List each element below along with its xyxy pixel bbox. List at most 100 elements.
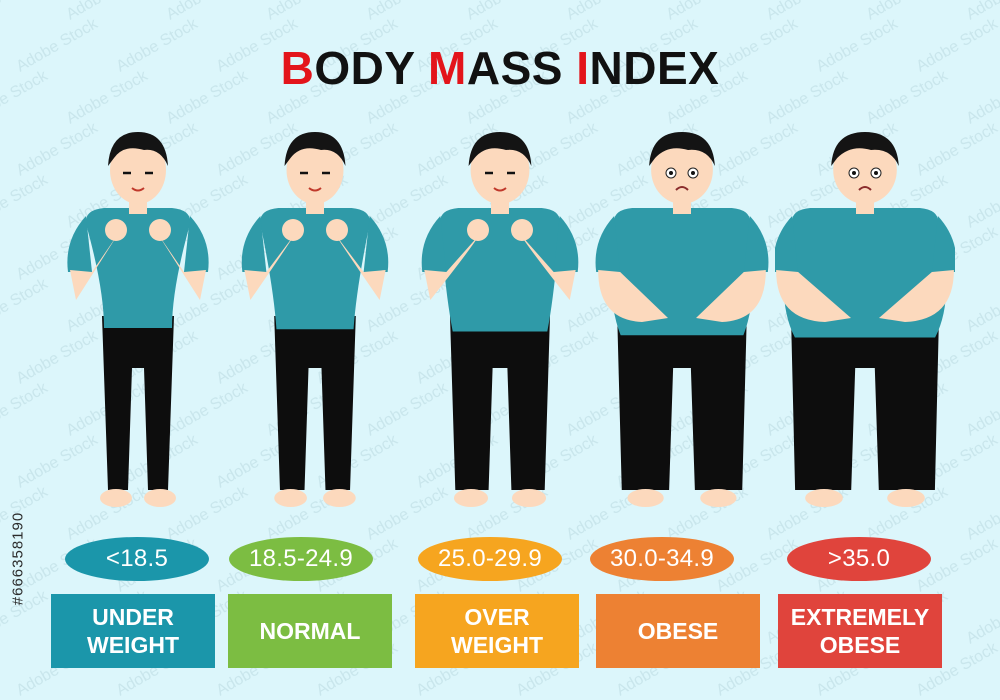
left-pupil — [852, 171, 856, 175]
mouth — [675, 186, 689, 191]
head — [286, 136, 344, 204]
right-fist — [149, 219, 171, 241]
left-foot — [627, 489, 664, 507]
mouth — [493, 187, 507, 192]
left-arm — [70, 234, 118, 300]
obese-figure — [592, 118, 772, 520]
hair — [108, 132, 168, 166]
hair — [468, 132, 532, 166]
bmi-range-obese: 30.0-34.9 — [590, 537, 734, 581]
shirt — [85, 208, 191, 328]
head — [110, 136, 166, 204]
right-arm — [520, 234, 576, 300]
title-text: ODY — [314, 42, 429, 94]
title-text: NDEX — [589, 42, 720, 94]
body — [595, 132, 769, 507]
left-pupil — [669, 171, 673, 175]
right-arm — [879, 270, 954, 322]
pants — [617, 316, 747, 490]
watermark-text: Adobe Stock — [964, 379, 1000, 440]
overweight-figure — [410, 118, 590, 520]
right-foot — [323, 489, 356, 507]
stock-id: #666358190 — [8, 460, 28, 660]
left-sleeve — [421, 216, 447, 272]
watermark-text: Adobe Stock — [964, 483, 1000, 544]
watermark-text: Adobe Stock — [764, 0, 852, 23]
watermark-text: Adobe Stock — [664, 0, 752, 23]
left-sleeve — [241, 216, 267, 272]
left-arm — [244, 234, 295, 300]
left-foot — [100, 489, 132, 507]
right-fist — [511, 219, 533, 241]
right-foot — [887, 489, 925, 507]
left-fist — [282, 219, 304, 241]
mouth — [308, 187, 322, 192]
head — [651, 136, 713, 204]
hair — [831, 132, 899, 166]
bmi-range-extremely-obese: >35.0 — [787, 537, 931, 581]
left-sleeve — [67, 216, 92, 272]
underweight-figure — [48, 118, 228, 520]
right-sleeve — [931, 216, 955, 272]
left-arm — [424, 234, 480, 300]
left-foot — [805, 489, 843, 507]
right-sleeve — [743, 216, 769, 272]
right-arm — [335, 234, 386, 300]
body — [241, 132, 389, 507]
watermark-text: Adobe Stock — [964, 275, 1000, 336]
right-foot — [700, 489, 737, 507]
watermark-text: Adobe Stock — [964, 587, 1000, 648]
watermark-text: Adobe Stock — [0, 171, 51, 232]
bmi-range-underweight: <18.5 — [65, 537, 209, 581]
category-label-obese: OBESE — [596, 594, 760, 668]
pants — [791, 316, 939, 490]
extremely-obese-figure — [775, 118, 955, 520]
left-fist — [105, 219, 127, 241]
watermark-text: Adobe Stock — [0, 0, 51, 23]
pants — [274, 316, 356, 490]
bmi-range-overweight: 25.0-29.9 — [418, 537, 562, 581]
head — [833, 136, 897, 204]
left-fist — [467, 219, 489, 241]
watermark-text: Adobe Stock — [364, 0, 452, 23]
page-title: BODY MASS INDEX — [0, 38, 1000, 98]
title-accent-letter: I — [576, 42, 590, 94]
hair — [284, 132, 346, 166]
watermark-text: Adobe Stock — [964, 171, 1000, 232]
left-arm — [776, 270, 851, 322]
left-foot — [453, 489, 489, 507]
normal-figure — [225, 118, 405, 520]
right-fist — [326, 219, 348, 241]
right-arm — [696, 270, 766, 322]
watermark-text: Adobe Stock — [564, 0, 652, 23]
watermark-text: Adobe Stock — [0, 275, 51, 336]
shirt — [260, 208, 370, 330]
right-sleeve — [553, 216, 579, 272]
title-accent-letter: M — [428, 42, 467, 94]
body — [775, 132, 955, 507]
watermark-text: Adobe Stock — [0, 379, 51, 440]
category-label-normal: NORMAL — [228, 594, 392, 668]
right-sleeve — [184, 216, 209, 272]
left-sleeve — [775, 216, 799, 272]
watermark-text: Adobe Stock — [464, 0, 552, 23]
title-accent-letter: B — [280, 42, 315, 94]
watermark-text: Adobe Stock — [164, 0, 252, 23]
right-foot — [144, 489, 176, 507]
head — [470, 136, 530, 204]
hair — [649, 132, 715, 166]
pants — [450, 316, 550, 490]
stock-id-text: #666358190 — [9, 511, 27, 606]
right-arm — [158, 234, 206, 300]
body — [67, 132, 209, 507]
title-text: ASS — [466, 42, 577, 94]
category-label-overweight: OVER WEIGHT — [415, 594, 579, 668]
right-pupil — [691, 171, 695, 175]
watermark-text: Adobe Stock — [964, 0, 1000, 23]
left-foot — [274, 489, 307, 507]
category-label-extremely-obese: EXTREMELY OBESE — [778, 594, 942, 668]
bmi-range-normal: 18.5-24.9 — [229, 537, 373, 581]
mouth — [858, 186, 872, 191]
right-foot — [511, 489, 547, 507]
category-label-underweight: UNDER WEIGHT — [51, 594, 215, 668]
